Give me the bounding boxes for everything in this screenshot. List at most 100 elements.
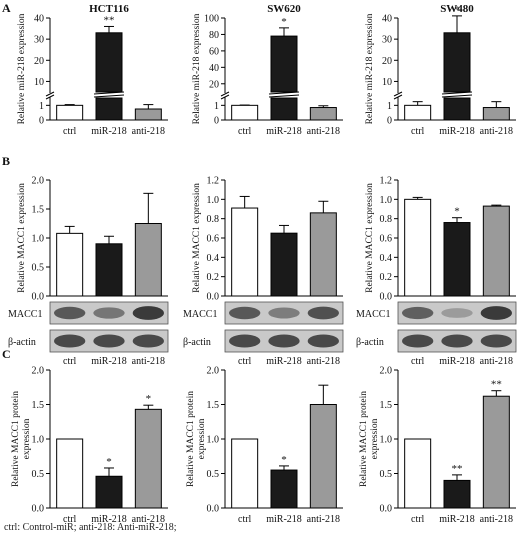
y-axis-label: Relative miR-218 expression bbox=[192, 13, 202, 124]
chart-c3: Relative MACC1 protein expression 0.0 0.5 1.… bbox=[359, 366, 516, 525]
y-tick-label: 1.5 bbox=[207, 400, 220, 411]
blot-lane-label: miR-218 bbox=[266, 356, 302, 367]
x-tick-label: ctrl bbox=[238, 126, 252, 137]
blot-band bbox=[229, 306, 261, 320]
bar-break-mark bbox=[93, 91, 125, 98]
panel-letter-b: B bbox=[2, 154, 10, 168]
blot-band bbox=[132, 334, 164, 348]
y-tick-label: 1 bbox=[39, 101, 44, 112]
significance-mark: * bbox=[454, 206, 460, 218]
y-tick-label: 20 bbox=[382, 56, 392, 67]
bar-miR-218 bbox=[443, 479, 471, 509]
y-axis-label-line2: expression bbox=[370, 418, 380, 459]
x-tick-label: ctrl bbox=[411, 126, 425, 137]
y-tick-label: 0.5 bbox=[207, 469, 220, 480]
significance-mark: ** bbox=[452, 463, 463, 475]
chart-title: SW480 bbox=[440, 3, 474, 15]
y-tick-label: 1.0 bbox=[380, 435, 393, 446]
bar-ctrl bbox=[404, 104, 432, 121]
chart-c2: Relative MACC1 protein expression 0.0 0.5 1.… bbox=[186, 366, 343, 525]
bar-anti-218 bbox=[309, 212, 337, 297]
blot-lane-label: anti-218 bbox=[132, 356, 165, 367]
bar-miR-218-lower bbox=[443, 97, 471, 121]
blot-band bbox=[480, 306, 512, 320]
chart-title: HCT116 bbox=[89, 3, 129, 15]
bar-anti-218 bbox=[134, 223, 162, 297]
y-tick-label: 0.0 bbox=[207, 504, 220, 515]
bar-break-gap bbox=[443, 92, 471, 98]
y-tick-label: 0.0 bbox=[380, 292, 393, 303]
panel-letter-a: A bbox=[2, 1, 11, 15]
blot-band bbox=[93, 334, 125, 348]
y-tick-label: 10 bbox=[382, 77, 392, 88]
bar-miR-218 bbox=[95, 475, 123, 509]
y-axis-label: Relative MACC1 protein bbox=[11, 391, 21, 487]
y-tick-label: 0 bbox=[214, 116, 219, 127]
x-tick-label: miR-218 bbox=[266, 126, 302, 137]
bar-ctrl bbox=[56, 232, 84, 297]
y-tick-label: 1.5 bbox=[32, 205, 45, 216]
y-tick-label: 2.0 bbox=[380, 366, 393, 377]
y-tick-label: 0.6 bbox=[380, 234, 393, 245]
y-axis-label: Relative MACC1 expression bbox=[192, 183, 202, 293]
blot-lane-label: miR-218 bbox=[439, 356, 475, 367]
axis-break-gap bbox=[45, 93, 55, 97]
bar-miR-218 bbox=[443, 222, 471, 297]
y-tick-label: 100 bbox=[204, 14, 219, 25]
y-axis-label-line2: expression bbox=[197, 418, 207, 459]
y-tick-label: 20 bbox=[209, 79, 219, 90]
blot-band bbox=[480, 334, 512, 348]
x-tick-label: miR-218 bbox=[439, 514, 475, 525]
chart-b2: Relative MACC1 expression 0.0 0.2 0.4 0.6 0.8… bbox=[192, 176, 343, 303]
bar-miR-218 bbox=[270, 469, 298, 509]
y-tick-label: 2.0 bbox=[32, 366, 45, 377]
y-axis-label: Relative miR-218 expression bbox=[17, 13, 27, 124]
blot-band bbox=[53, 334, 86, 348]
y-tick-label: 0 bbox=[387, 116, 392, 127]
y-tick-label: 0.5 bbox=[32, 469, 45, 480]
y-axis-label: Relative MACC1 protein bbox=[186, 391, 196, 487]
y-tick-label: 0 bbox=[39, 116, 44, 127]
bar-anti-218 bbox=[309, 107, 337, 121]
axis-break-mark bbox=[45, 91, 55, 100]
y-tick-label: 40 bbox=[382, 14, 392, 25]
blot-band bbox=[402, 334, 434, 348]
y-tick-label: 0.8 bbox=[207, 214, 220, 225]
chart-b3: Relative MACC1 expression 0.0 0.2 0.4 0.6 0.8… bbox=[365, 176, 516, 303]
y-tick-label: 1.2 bbox=[207, 176, 220, 187]
y-tick-label: 40 bbox=[34, 14, 44, 25]
y-tick-label: 0.0 bbox=[380, 504, 393, 515]
x-tick-label: anti-218 bbox=[307, 126, 340, 137]
chart-a1: HCT116 Relative miR-218 expression 0 1 10 20 3… bbox=[17, 3, 168, 137]
y-tick-label: 1 bbox=[387, 101, 392, 112]
bar-miR-218-lower bbox=[270, 97, 298, 121]
x-tick-label: ctrl bbox=[63, 126, 77, 137]
significance-mark: * bbox=[454, 4, 460, 16]
western-blot-col-1: MACC1 β-actin ctrl miR-218 anti-218 bbox=[183, 301, 344, 367]
bar-miR-218 bbox=[95, 32, 123, 93]
bar-anti-218 bbox=[482, 395, 510, 509]
bar-ctrl bbox=[231, 104, 259, 121]
blot-label-beta-actin: β-actin bbox=[356, 337, 384, 348]
bar-anti-218 bbox=[309, 404, 337, 509]
y-tick-label: 0.6 bbox=[207, 234, 220, 245]
y-tick-label: 1.0 bbox=[207, 195, 220, 206]
bar-miR-218 bbox=[270, 232, 298, 297]
y-tick-label: 2.0 bbox=[32, 176, 45, 187]
blot-lane-label: ctrl bbox=[63, 356, 77, 367]
blot-band bbox=[307, 306, 340, 320]
blot-band bbox=[441, 334, 473, 348]
blot-band bbox=[53, 306, 86, 320]
chart-b1: Relative MACC1 expression 0.0 0.5 1.0 1.5 2.0 bbox=[17, 176, 168, 303]
y-tick-label: 0.2 bbox=[380, 272, 393, 283]
x-tick-label: miR-218 bbox=[266, 514, 302, 525]
y-tick-label: 30 bbox=[382, 35, 392, 46]
bar-ctrl bbox=[56, 104, 84, 121]
y-axis-label-line2: expression bbox=[22, 418, 32, 459]
y-tick-label: 0.0 bbox=[32, 292, 45, 303]
bar-break-gap bbox=[95, 92, 123, 98]
western-blot-col-0: MACC1 β-actin ctrl miR-218 anti-218 bbox=[8, 301, 169, 367]
y-tick-label: 1.0 bbox=[207, 435, 220, 446]
y-tick-label: 1.2 bbox=[380, 176, 393, 187]
bar-anti-218 bbox=[482, 107, 510, 121]
